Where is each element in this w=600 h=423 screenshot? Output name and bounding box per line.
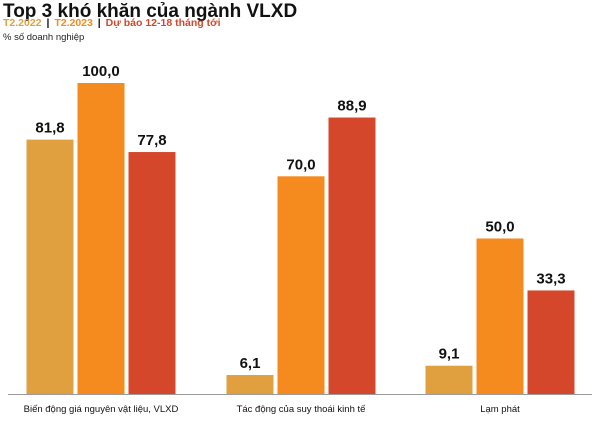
legend-item-forecast: Dự báo 12-18 tháng tới — [105, 17, 221, 29]
bar-1-3 — [128, 152, 176, 394]
chart-title: Top 3 khó khăn của ngành VLXD — [3, 1, 298, 22]
legend-item-2023: T2.2023 — [54, 17, 93, 29]
data-label: 77,8 — [137, 132, 166, 149]
bar-1-1 — [26, 139, 74, 394]
chart-subtitle: % số doanh nghiệp — [3, 32, 85, 43]
legend-item-2022: T2.2022 — [3, 17, 42, 29]
legend-separator: | — [97, 17, 101, 29]
data-label: 9,1 — [439, 346, 460, 363]
data-label: 81,8 — [35, 120, 64, 137]
legend-separator: | — [46, 17, 50, 29]
bar-2-3 — [328, 117, 376, 395]
bar-3-1 — [425, 365, 473, 394]
legend: T2.2022 | T2.2023 | Dự báo 12-18 tháng t… — [3, 17, 221, 29]
bar-1-2 — [77, 83, 125, 394]
bar-3-2 — [476, 238, 524, 394]
category-label: Lạm phát — [480, 404, 520, 415]
bar-2-1 — [226, 375, 274, 394]
data-label: 70,0 — [286, 156, 315, 173]
data-label: 33,3 — [536, 270, 565, 287]
category-label: Biến động giá nguyên vật liệu, VLXD — [24, 404, 179, 415]
bar-3-3 — [527, 290, 575, 394]
data-label: 100,0 — [82, 63, 120, 80]
data-label: 6,1 — [240, 355, 261, 372]
data-label: 50,0 — [485, 219, 514, 236]
data-label: 88,9 — [337, 98, 366, 115]
bar-2-2 — [277, 176, 325, 394]
category-label: Tác động của suy thoái kinh tế — [237, 404, 367, 415]
